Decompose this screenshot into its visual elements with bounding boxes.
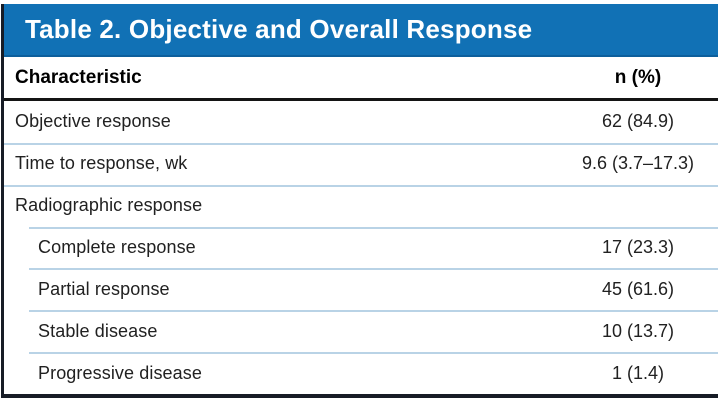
row-label: Complete response (38, 237, 196, 257)
column-header-row: Characteristic n (%) (4, 57, 718, 101)
table-row: Progressive disease 1 (1.4) (4, 352, 718, 395)
row-value: 45 (61.6) (601, 278, 675, 299)
column-header-value: n (%) (614, 66, 662, 88)
row-label: Objective response (15, 111, 171, 132)
row-value: 1 (1.4) (611, 362, 665, 383)
table-title-bar: Table 2. Objective and Overall Response (4, 4, 718, 57)
response-table: Table 2. Objective and Overall Response … (1, 4, 718, 398)
row-value: 10 (13.7) (601, 320, 675, 341)
table-row: Stable disease 10 (13.7) (4, 310, 718, 353)
table-row: Objective response 62 (84.9) (4, 101, 718, 143)
table-title: Table 2. Objective and Overall Response (25, 14, 533, 44)
table-row: Partial response 45 (61.6) (4, 268, 718, 311)
table-row: Radiographic response (4, 184, 718, 227)
row-label: Stable disease (38, 320, 158, 341)
table-row: Time to response, wk 9.6 (3.7–17.3) (4, 142, 718, 185)
table-row: Complete response 17 (23.3) (4, 226, 718, 269)
table-body: Objective response 62 (84.9) Time to res… (4, 101, 718, 395)
row-label: Partial response (38, 278, 170, 299)
column-header-characteristic: Characteristic (15, 66, 142, 88)
row-label: Progressive disease (38, 362, 202, 383)
row-label: Radiographic response (15, 195, 203, 216)
row-value: 17 (23.3) (601, 237, 675, 257)
row-value: 9.6 (3.7–17.3) (581, 153, 695, 174)
row-value: 62 (84.9) (601, 111, 675, 132)
row-label: Time to response, wk (15, 153, 188, 174)
